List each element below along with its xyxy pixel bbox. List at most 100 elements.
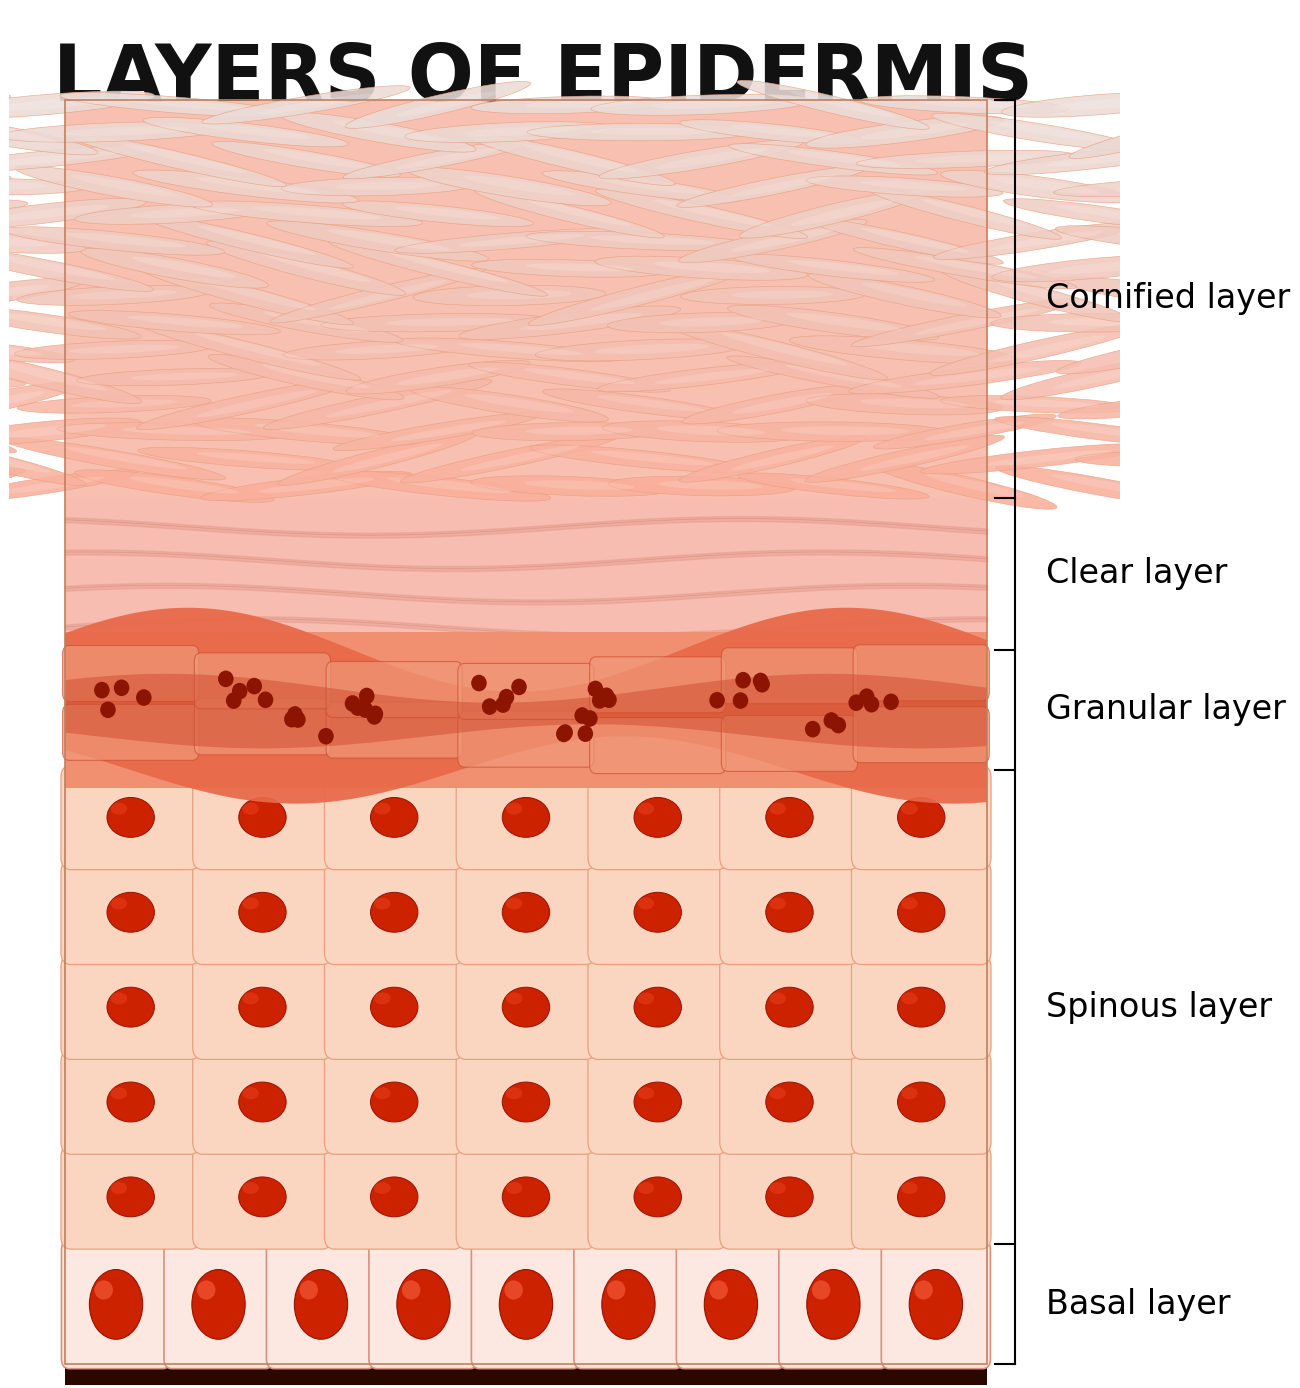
- Ellipse shape: [0, 182, 49, 190]
- Ellipse shape: [680, 286, 866, 304]
- Ellipse shape: [770, 1183, 786, 1194]
- Ellipse shape: [916, 154, 1036, 162]
- Ellipse shape: [849, 361, 1082, 394]
- Ellipse shape: [207, 242, 406, 296]
- Ellipse shape: [242, 898, 259, 909]
- Ellipse shape: [370, 798, 417, 837]
- Ellipse shape: [984, 450, 1112, 466]
- FancyBboxPatch shape: [192, 1145, 333, 1249]
- Ellipse shape: [897, 1177, 945, 1217]
- Ellipse shape: [247, 677, 263, 694]
- Ellipse shape: [400, 434, 619, 483]
- Ellipse shape: [0, 343, 43, 355]
- Ellipse shape: [785, 312, 902, 330]
- Ellipse shape: [637, 992, 654, 1005]
- Ellipse shape: [0, 476, 104, 494]
- Bar: [65, 770, 987, 1244]
- Ellipse shape: [196, 390, 317, 416]
- Ellipse shape: [107, 1083, 155, 1122]
- Ellipse shape: [754, 676, 770, 693]
- Bar: [65, 637, 987, 645]
- Ellipse shape: [852, 298, 1079, 347]
- Ellipse shape: [143, 118, 348, 147]
- Ellipse shape: [465, 290, 572, 298]
- Ellipse shape: [732, 393, 832, 414]
- Ellipse shape: [121, 426, 251, 434]
- Ellipse shape: [3, 437, 226, 480]
- Ellipse shape: [471, 675, 486, 691]
- Ellipse shape: [608, 476, 794, 496]
- Ellipse shape: [740, 189, 927, 239]
- Ellipse shape: [94, 682, 109, 698]
- Ellipse shape: [637, 1087, 654, 1099]
- Ellipse shape: [195, 178, 320, 194]
- Ellipse shape: [602, 421, 801, 443]
- FancyBboxPatch shape: [326, 662, 463, 718]
- Ellipse shape: [239, 987, 286, 1027]
- Ellipse shape: [823, 712, 838, 729]
- Ellipse shape: [318, 727, 334, 744]
- Ellipse shape: [407, 168, 611, 205]
- Ellipse shape: [523, 144, 638, 172]
- FancyBboxPatch shape: [266, 1239, 376, 1369]
- Ellipse shape: [1118, 232, 1242, 248]
- Ellipse shape: [634, 798, 681, 837]
- Ellipse shape: [992, 254, 1201, 282]
- Ellipse shape: [994, 416, 1199, 447]
- Bar: [65, 100, 987, 498]
- Ellipse shape: [458, 235, 584, 247]
- Ellipse shape: [368, 705, 384, 722]
- Ellipse shape: [194, 333, 321, 365]
- Ellipse shape: [729, 175, 836, 197]
- Bar: [65, 638, 987, 647]
- Ellipse shape: [789, 336, 1019, 364]
- Ellipse shape: [212, 142, 400, 178]
- Ellipse shape: [70, 290, 177, 300]
- Ellipse shape: [81, 248, 269, 289]
- Ellipse shape: [924, 422, 1024, 440]
- Ellipse shape: [395, 339, 624, 362]
- Ellipse shape: [0, 97, 116, 111]
- Ellipse shape: [786, 150, 901, 167]
- Text: Cornified layer: Cornified layer: [1046, 282, 1291, 315]
- Ellipse shape: [226, 693, 242, 709]
- FancyBboxPatch shape: [852, 1145, 991, 1249]
- Ellipse shape: [499, 1270, 552, 1339]
- Ellipse shape: [994, 465, 1199, 507]
- Ellipse shape: [941, 171, 1132, 203]
- Ellipse shape: [328, 229, 450, 251]
- Ellipse shape: [729, 143, 937, 175]
- FancyBboxPatch shape: [62, 645, 199, 701]
- Bar: [65, 641, 987, 650]
- Ellipse shape: [344, 82, 530, 128]
- Ellipse shape: [0, 255, 114, 280]
- Ellipse shape: [263, 311, 369, 332]
- Bar: [65, 640, 987, 650]
- Ellipse shape: [242, 802, 259, 815]
- Ellipse shape: [396, 92, 498, 117]
- FancyBboxPatch shape: [722, 715, 858, 772]
- FancyBboxPatch shape: [194, 652, 330, 709]
- Ellipse shape: [506, 898, 523, 909]
- FancyBboxPatch shape: [852, 1049, 991, 1155]
- Ellipse shape: [806, 218, 1004, 264]
- FancyBboxPatch shape: [62, 704, 199, 761]
- Ellipse shape: [806, 117, 1004, 149]
- Ellipse shape: [464, 175, 576, 196]
- Ellipse shape: [0, 314, 107, 330]
- Ellipse shape: [710, 1280, 728, 1299]
- Ellipse shape: [941, 269, 1132, 322]
- Ellipse shape: [0, 119, 57, 143]
- Ellipse shape: [329, 280, 447, 310]
- Ellipse shape: [677, 165, 868, 207]
- Ellipse shape: [529, 446, 753, 473]
- Ellipse shape: [333, 444, 442, 472]
- Bar: [65, 632, 987, 788]
- Ellipse shape: [111, 1183, 127, 1194]
- FancyBboxPatch shape: [192, 1049, 333, 1155]
- Ellipse shape: [344, 695, 360, 712]
- Bar: [65, 1244, 987, 1364]
- Ellipse shape: [897, 987, 945, 1027]
- Ellipse shape: [737, 473, 930, 500]
- Ellipse shape: [209, 303, 403, 343]
